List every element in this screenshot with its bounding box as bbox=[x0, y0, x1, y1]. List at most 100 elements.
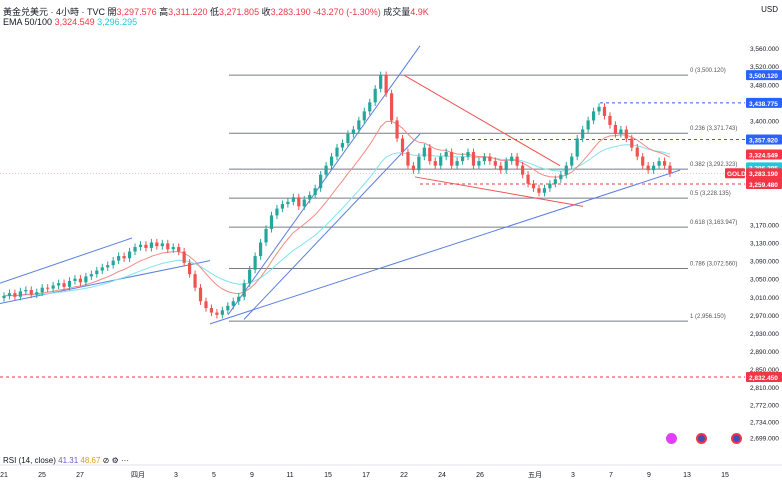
candle-body bbox=[499, 165, 503, 171]
x-tick-label: 26 bbox=[476, 472, 484, 479]
fib-level-label: 0.236 (3,371.743) bbox=[690, 126, 737, 132]
price-tag-label: 2,832.450 bbox=[749, 375, 778, 382]
y-tick-label: 3,560.000 bbox=[750, 46, 779, 53]
candle-body bbox=[166, 243, 170, 250]
candle-body bbox=[542, 188, 547, 193]
y-tick-label: 3,170.000 bbox=[750, 222, 779, 229]
candle-body bbox=[428, 147, 432, 162]
candle-body bbox=[346, 133, 350, 144]
x-tick-label: 7 bbox=[609, 472, 613, 479]
x-tick-label: 3 bbox=[571, 472, 575, 479]
price-tag bbox=[746, 70, 782, 81]
candle-body bbox=[160, 243, 164, 247]
x-tick-label: 24 bbox=[438, 472, 446, 479]
lightning-event-icon[interactable] bbox=[666, 433, 677, 444]
rsi-settings-icon[interactable]: ⚙ bbox=[111, 456, 119, 465]
fib-level-label: 0.382 (3,292.323) bbox=[690, 162, 737, 168]
ema50-value: 3,324.549 bbox=[54, 17, 95, 27]
candle-body bbox=[564, 165, 568, 175]
candle-body bbox=[668, 165, 672, 174]
symbol-title[interactable]: 黃金兑美元 · 4小時 · TVC bbox=[3, 7, 106, 17]
price-tag-label: 3,500.120 bbox=[749, 73, 778, 80]
rsi-value-1: 41.31 bbox=[58, 456, 79, 465]
candle-body bbox=[624, 129, 628, 139]
candle-body bbox=[340, 143, 345, 148]
candle-body bbox=[35, 292, 39, 295]
candle-body bbox=[242, 283, 246, 297]
close-value: 3,283.190 bbox=[270, 7, 311, 17]
candle-body bbox=[553, 179, 557, 184]
candle-body bbox=[641, 156, 645, 166]
close-label: 收 bbox=[261, 7, 271, 17]
candle-body bbox=[89, 274, 93, 277]
candle-body bbox=[188, 262, 192, 275]
candle-body bbox=[275, 208, 279, 216]
candle-body bbox=[29, 289, 33, 295]
ema-legend[interactable]: EMA 50/100 3,324.549 3,296.295 bbox=[3, 17, 137, 27]
candle-body bbox=[144, 244, 148, 248]
chart-header: 黃金兑美元 · 4小時 · TVC 開3,297.576 高3,311.220 … bbox=[3, 5, 429, 18]
rsi-legend[interactable]: RSI (14, close) 41.31 48.67 ⊘ ⚙ ··· bbox=[3, 456, 129, 465]
x-tick-label: 15 bbox=[721, 472, 729, 479]
ema100-value: 3,296.295 bbox=[97, 17, 138, 27]
candle-body bbox=[226, 305, 230, 311]
rally-channel-upper bbox=[227, 45, 421, 316]
rsi-label: RSI (14, close) bbox=[3, 456, 56, 465]
candle-body bbox=[652, 165, 656, 171]
candle-body bbox=[335, 147, 339, 157]
flag-event-icon-2[interactable] bbox=[731, 433, 742, 444]
candle-body bbox=[215, 312, 219, 315]
candle-body bbox=[657, 161, 661, 166]
candle-body bbox=[477, 161, 481, 166]
x-tick-label: 5 bbox=[212, 472, 216, 479]
candle-body bbox=[662, 161, 667, 166]
candle-body bbox=[106, 265, 110, 268]
x-tick-label: 21 bbox=[0, 472, 8, 479]
candle-body bbox=[56, 283, 61, 286]
candle-body bbox=[379, 75, 383, 89]
candle-body bbox=[613, 124, 618, 134]
y-tick-label: 3,050.000 bbox=[750, 277, 779, 284]
rsi-eye-icon[interactable]: ⊘ bbox=[102, 456, 110, 465]
y-tick-label: 3,400.000 bbox=[750, 118, 779, 125]
candle-body bbox=[73, 278, 77, 281]
candle-body bbox=[248, 269, 252, 284]
rally-channel-lower bbox=[243, 133, 421, 320]
candle-body bbox=[395, 120, 399, 139]
ema-label: EMA 50/100 bbox=[3, 17, 53, 27]
candle-body bbox=[602, 106, 607, 116]
candle-body bbox=[586, 120, 590, 130]
candle-body bbox=[488, 156, 492, 162]
volume-label: 成交量 bbox=[383, 7, 411, 17]
candle-body bbox=[466, 152, 470, 157]
candle-body bbox=[149, 242, 153, 248]
candle-body bbox=[13, 293, 17, 297]
candle-body bbox=[575, 138, 579, 157]
candle-body bbox=[635, 147, 639, 157]
candle-body bbox=[291, 197, 295, 202]
low-value: 3,271.805 bbox=[219, 7, 260, 17]
high-value: 3,311.220 bbox=[168, 7, 208, 17]
y-tick-label: 2,850.000 bbox=[750, 367, 779, 374]
candle-body bbox=[308, 195, 312, 200]
candle-body bbox=[406, 152, 410, 166]
flag-event-icon[interactable] bbox=[696, 433, 707, 444]
candle-body bbox=[18, 291, 22, 297]
candle-body bbox=[515, 156, 519, 166]
price-tag-label: 3,259.480 bbox=[749, 182, 778, 189]
candle-body bbox=[40, 287, 44, 293]
candle-body bbox=[127, 251, 132, 259]
candle-body bbox=[237, 296, 241, 302]
candle-body bbox=[444, 152, 448, 157]
symbol-tag bbox=[725, 168, 745, 179]
open-value: 3,297.576 bbox=[116, 7, 157, 17]
candle-body bbox=[570, 156, 574, 166]
candle-body bbox=[493, 161, 497, 166]
change-value: -43.270 (-1.30%) bbox=[313, 7, 381, 17]
rsi-more-icon[interactable]: ··· bbox=[121, 456, 130, 465]
x-tick-label: 9 bbox=[250, 472, 254, 479]
currency-label[interactable]: USD bbox=[761, 5, 778, 14]
candle-body bbox=[171, 247, 175, 250]
candle-body bbox=[439, 156, 443, 166]
